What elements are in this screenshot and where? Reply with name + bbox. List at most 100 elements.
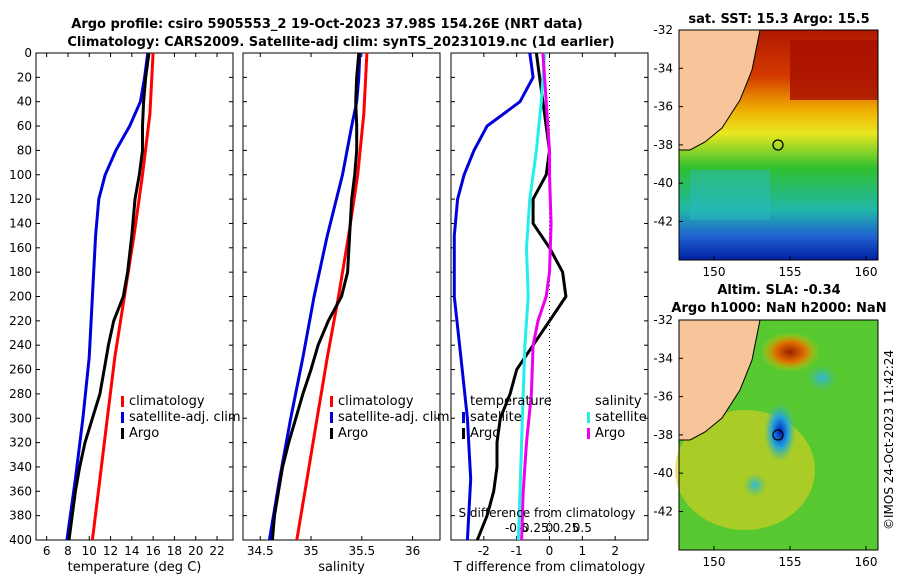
salinity-panel: 34.5 35 35.5 36 salinity: [242, 52, 441, 575]
x-tick-label: 35: [303, 544, 318, 558]
axis-frame: [450, 52, 649, 541]
series-argo: [67, 52, 151, 541]
legend-s-argo-swatch: [587, 428, 590, 439]
sst-argo-marker: [772, 139, 784, 151]
series-s-satellite: [516, 52, 547, 541]
y-tick-label: 240: [9, 338, 32, 352]
y-tick-label: 260: [9, 363, 32, 377]
sla-cyan-eddy-2: [743, 473, 767, 497]
legend-t-satellite-swatch: [462, 412, 465, 423]
series-argo: [270, 52, 361, 541]
legend-argo-swatch: [121, 428, 124, 439]
y-tick-label: 400: [9, 533, 32, 547]
sla-argo-marker: [772, 429, 784, 441]
legend-s-satellite-swatch: [587, 412, 590, 423]
legend-satellite-label: satellite-adj. clim: [129, 410, 241, 425]
map-lat-label: -42: [653, 215, 673, 229]
x-tick-label: 2: [611, 544, 619, 558]
legend-argo-label: Argo: [129, 426, 159, 441]
legend-climatology-swatch: [330, 396, 333, 407]
y-tick-label: 340: [9, 460, 32, 474]
y-tick-label: 40: [17, 95, 32, 109]
map-lat-label: -32: [653, 23, 673, 37]
y-tick-label: 120: [9, 192, 32, 206]
legend-satellite-label: satellite-adj. clim: [338, 410, 450, 425]
series-t-satellite: [452, 52, 535, 541]
s-tick-label: 0.5: [573, 521, 592, 535]
legend-s-argo-label: Argo: [595, 426, 625, 441]
sla-cyan-eddy: [806, 364, 838, 392]
map-lon-label: 150: [703, 265, 726, 279]
x-tick-label: 8: [64, 544, 72, 558]
s-difference-axis-label: S difference from climatology: [459, 506, 636, 520]
sla-map-title-2: Argo h1000: NaN h2000: NaN: [671, 301, 886, 316]
series-s-argo: [520, 52, 553, 541]
y-tick-label: 300: [9, 411, 32, 425]
y-tick-label: 280: [9, 387, 32, 401]
map-lat-label: -36: [653, 100, 673, 114]
salinity-legend: climatology satellite-adj. clim Argo: [330, 394, 450, 441]
legend-climatology-label: climatology: [338, 394, 414, 409]
sst-cool-patch: [690, 170, 770, 220]
legend-salinity-heading: salinity: [595, 394, 642, 409]
map-lat-label: -34: [653, 61, 673, 75]
y-tick-label: 360: [9, 484, 32, 498]
s-tick-label: -0.25: [518, 521, 549, 535]
series-satellite-adj-clim: [65, 52, 150, 541]
y-tick-label: 220: [9, 314, 32, 328]
map-lon-label: 160: [855, 555, 878, 569]
sst-map-title: sat. SST: 15.3 Argo: 15.5: [688, 12, 869, 27]
legend-argo-swatch: [330, 428, 333, 439]
x-tick-label: -2: [478, 544, 490, 558]
legend-t-satellite-label: satellite: [470, 410, 522, 425]
map-lon-label: 155: [779, 265, 802, 279]
y-tick-label: 200: [9, 290, 32, 304]
legend-argo-label: Argo: [338, 426, 368, 441]
sla-cold-eddy: [764, 402, 796, 462]
map-lon-label: 155: [779, 555, 802, 569]
sla-map: Altim. SLA: -0.34 Argo h1000: NaN h2000:…: [653, 283, 886, 569]
x-tick-label: 34.5: [247, 544, 274, 558]
x-tick-label: 35.5: [348, 544, 375, 558]
map-lon-label: 150: [703, 555, 726, 569]
y-tick-label: 160: [9, 241, 32, 255]
legend-t-argo-label: Argo: [470, 426, 500, 441]
x-axis-label: temperature (deg C): [68, 560, 202, 575]
map-lat-label: -38: [653, 138, 673, 152]
x-tick-label: 14: [124, 544, 139, 558]
x-axis-label: salinity: [318, 560, 365, 575]
legend-temperature-heading: temperature: [470, 394, 552, 409]
legend-satellite-swatch: [121, 412, 124, 423]
x-tick-label: 1: [579, 544, 587, 558]
temperature-legend: climatology satellite-adj. clim Argo: [121, 394, 241, 441]
sst-map: sat. SST: 15.3 Argo: 15.5 -32 -34 -36 -38 -4…: [653, 12, 879, 279]
y-tick-label: 100: [9, 168, 32, 182]
map-lat-label: -40: [653, 466, 673, 480]
map-lat-label: -40: [653, 176, 673, 190]
x-tick-label: 20: [188, 544, 203, 558]
sla-warm-eddy: [760, 332, 820, 372]
x-tick-label: 22: [209, 544, 224, 558]
credit-text: ©IMOS 24-Oct-2023 11:42:24: [882, 350, 896, 530]
sst-warm-patch: [790, 40, 878, 100]
x-tick-label: 12: [103, 544, 118, 558]
y-tick-label: 20: [17, 70, 32, 84]
x-tick-label: 6: [43, 544, 51, 558]
map-lat-label: -36: [653, 390, 673, 404]
map-lat-label: -38: [653, 428, 673, 442]
y-tick-label: 140: [9, 216, 32, 230]
title-line-1: Argo profile: csiro 5905553_2 19-Oct-202…: [71, 17, 582, 32]
y-tick-label: 0: [24, 46, 32, 60]
title-line-2: Climatology: CARS2009. Satellite-adj cli…: [67, 35, 614, 50]
temperature-panel: 0 20 40 60 80 100 120 140 160 180 200 220 240 260 280 3…: [9, 46, 234, 575]
legend-s-satellite-label: satellite: [595, 410, 647, 425]
legend-climatology-label: climatology: [129, 394, 205, 409]
sla-land: [678, 319, 761, 441]
legend-climatology-swatch: [121, 396, 124, 407]
x-tick-label: -1: [511, 544, 523, 558]
y-tick-label: 60: [17, 119, 32, 133]
x-tick-label: 10: [82, 544, 97, 558]
series-climatology: [295, 52, 369, 541]
axis-frame: [35, 52, 234, 541]
